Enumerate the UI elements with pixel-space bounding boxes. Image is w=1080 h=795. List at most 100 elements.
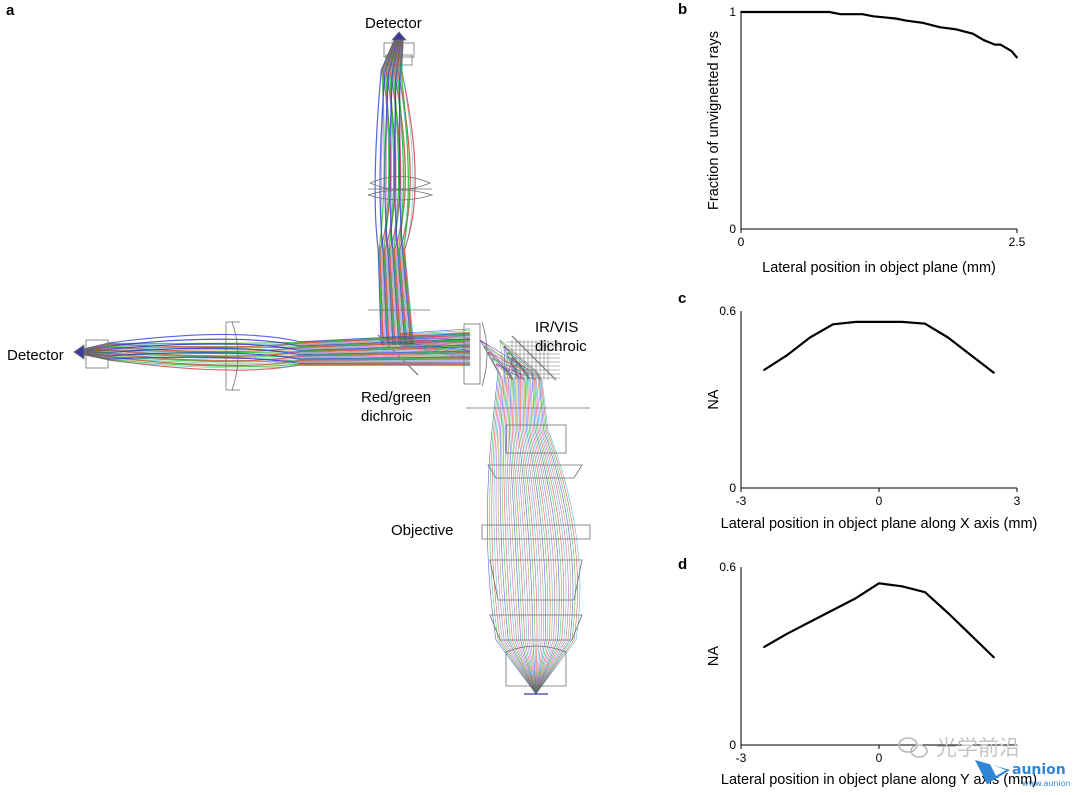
ray xyxy=(497,339,537,695)
chart-c-point xyxy=(878,321,880,323)
label-detector-top: Detector xyxy=(365,15,422,32)
chart-b-ytick-label: 0 xyxy=(729,222,736,236)
watermark: 光学前沿 aunion www.aunion xyxy=(898,736,1071,788)
ray xyxy=(83,353,471,366)
ray xyxy=(399,328,471,334)
tube-lens-top-2 xyxy=(367,189,434,201)
chart-d-xtick-label: -3 xyxy=(736,751,747,765)
panel-label-a: a xyxy=(6,2,15,19)
ray xyxy=(399,341,471,349)
chart-b-point xyxy=(955,28,958,31)
ray xyxy=(399,333,471,336)
ray xyxy=(503,357,537,695)
chart-d-xtick-label: 0 xyxy=(876,751,883,765)
ray xyxy=(83,353,471,364)
ray xyxy=(83,347,471,356)
red-green-dichroic-mirror xyxy=(377,334,419,376)
ray xyxy=(487,351,537,695)
wechat-icon xyxy=(898,737,928,758)
chart-c-points xyxy=(763,321,995,374)
chart-b-ylabel: Fraction of unvignetted rays xyxy=(706,31,722,210)
chart-b-point xyxy=(922,22,925,24)
chart-b-point xyxy=(938,26,941,29)
ray xyxy=(499,339,549,695)
chart-d-point xyxy=(809,621,811,623)
relay-lens-1 xyxy=(463,323,481,385)
chart-b-point xyxy=(1010,50,1013,52)
ray xyxy=(83,332,471,350)
watermark-text: 光学前沿 xyxy=(936,736,1020,760)
ray xyxy=(511,357,537,695)
chart-c-xlabel: Lateral position in object plane along X… xyxy=(721,516,1038,532)
optical-elements xyxy=(73,31,591,695)
detector-top-housing xyxy=(385,54,413,66)
ray xyxy=(491,357,537,695)
ray xyxy=(399,344,471,357)
ray xyxy=(399,336,471,339)
chart-d-point xyxy=(763,646,765,648)
watermark-brand-sub: www.aunion xyxy=(1022,779,1071,788)
chart-b: b 0 2.5 0 1 Lateral position in object plan… xyxy=(678,1,1026,276)
chart-c-point xyxy=(855,321,857,323)
chart-b-point xyxy=(861,13,864,16)
chart-c-ytick-label: 0.6 xyxy=(719,304,736,318)
chart-d-point xyxy=(947,612,949,614)
chart-c-ytick-label: 0 xyxy=(729,481,736,495)
rays-vertical-arm xyxy=(374,39,416,346)
ir-vis-dichroic-mirror xyxy=(511,335,557,381)
ray xyxy=(507,351,537,695)
ray xyxy=(83,343,471,352)
detector-left-sensor xyxy=(73,344,85,360)
chart-c-ylabel: NA xyxy=(706,389,722,409)
ray xyxy=(491,357,537,695)
chart-b-point xyxy=(762,11,764,13)
chart-d-point xyxy=(832,609,834,611)
chart-c-xtick-label: 3 xyxy=(1014,494,1021,508)
chart-b-point xyxy=(983,39,985,42)
chart-b-point xyxy=(999,43,1002,46)
ray xyxy=(399,338,471,344)
chart-b-point xyxy=(905,19,908,22)
chart-c-point xyxy=(924,322,926,325)
label-red-green-line1: Red/green xyxy=(361,389,431,406)
ray xyxy=(491,357,544,695)
objective-element-1 xyxy=(505,424,567,454)
tube-lens-top-1 xyxy=(369,176,432,190)
objective-element-4 xyxy=(489,559,583,601)
objective-element-3 xyxy=(481,524,591,540)
ray xyxy=(503,345,551,695)
optical-diagram: a xyxy=(6,2,591,695)
ray xyxy=(83,337,471,351)
ray xyxy=(487,351,565,695)
ray xyxy=(479,339,538,695)
ray xyxy=(83,352,471,360)
chart-b-point xyxy=(1016,56,1018,59)
chart-b-point xyxy=(806,11,809,13)
chart-b-point xyxy=(839,13,842,16)
ray xyxy=(479,339,560,695)
chart-c-point xyxy=(763,369,765,371)
chart-c-point xyxy=(993,372,995,374)
chart-b-axes xyxy=(740,12,1017,230)
chart-d: d -3 000.6 Lateral position in object pla… xyxy=(678,556,1037,788)
ray xyxy=(83,338,471,351)
ray xyxy=(396,39,407,346)
detector-top-sensor xyxy=(391,31,407,41)
chart-b-point xyxy=(784,11,787,13)
ray xyxy=(501,351,537,695)
chart-d-points xyxy=(763,582,995,659)
ray xyxy=(401,39,415,346)
ray xyxy=(495,363,569,695)
ray xyxy=(507,351,576,695)
panel-label-d: d xyxy=(678,556,687,573)
chart-c-point xyxy=(809,336,811,339)
ray xyxy=(388,39,399,346)
ray xyxy=(399,332,471,336)
ray xyxy=(504,363,537,695)
chart-b-xlabel: Lateral position in object plane (mm) xyxy=(762,260,996,276)
chart-d-point xyxy=(855,597,857,599)
tube-lens-left-1 xyxy=(231,321,239,391)
ray xyxy=(511,357,578,695)
chart-c-point xyxy=(832,323,834,326)
chart-d-ytick-label: 0.6 xyxy=(719,560,736,574)
